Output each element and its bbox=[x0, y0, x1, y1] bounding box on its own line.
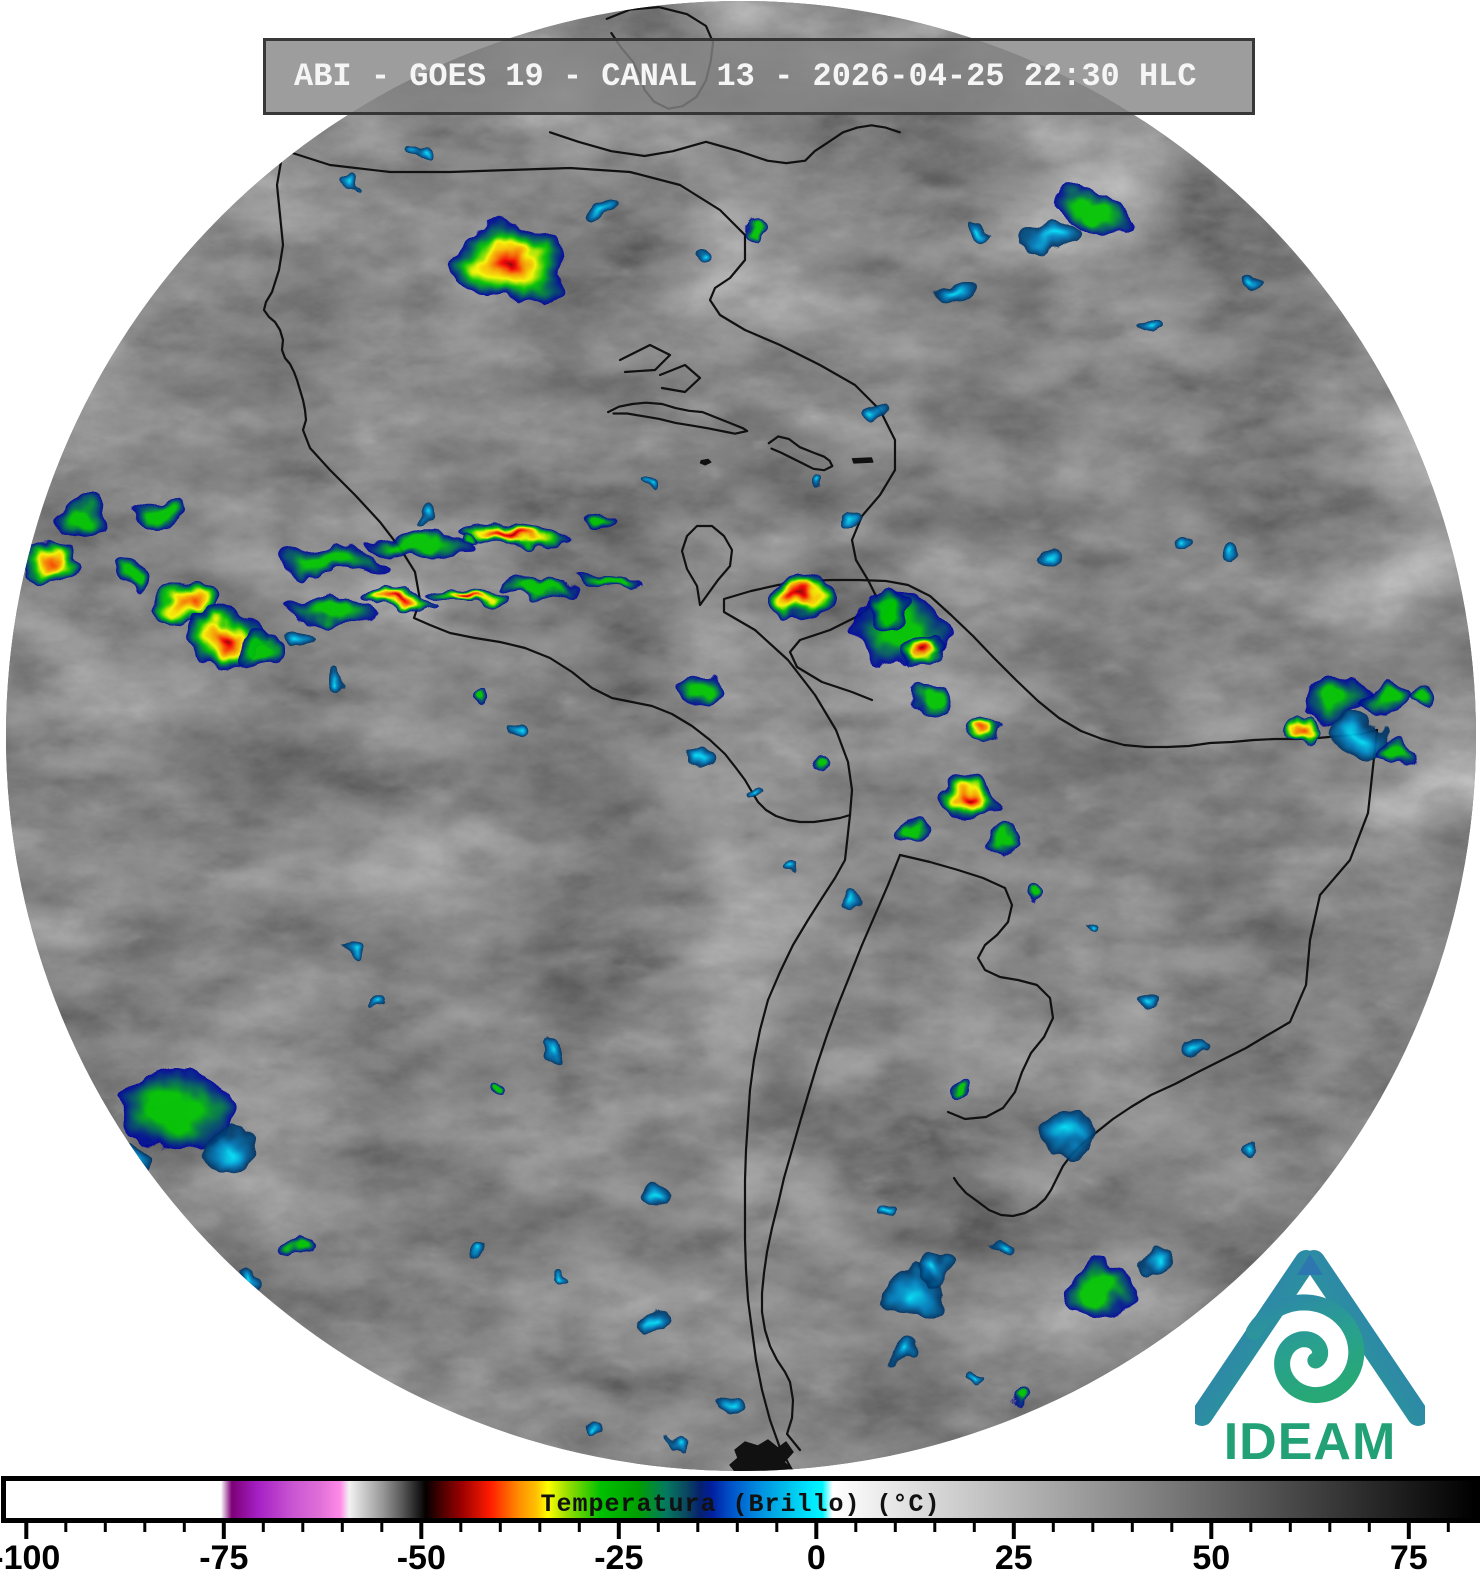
svg-text:25: 25 bbox=[995, 1539, 1033, 1577]
svg-text:-50: -50 bbox=[397, 1539, 446, 1577]
svg-text:-75: -75 bbox=[199, 1539, 248, 1577]
svg-text:75: 75 bbox=[1390, 1539, 1428, 1577]
svg-text:50: 50 bbox=[1192, 1539, 1230, 1577]
svg-text:-100: -100 bbox=[0, 1539, 60, 1577]
svg-text:-25: -25 bbox=[594, 1539, 643, 1577]
svg-text:0: 0 bbox=[807, 1539, 826, 1577]
